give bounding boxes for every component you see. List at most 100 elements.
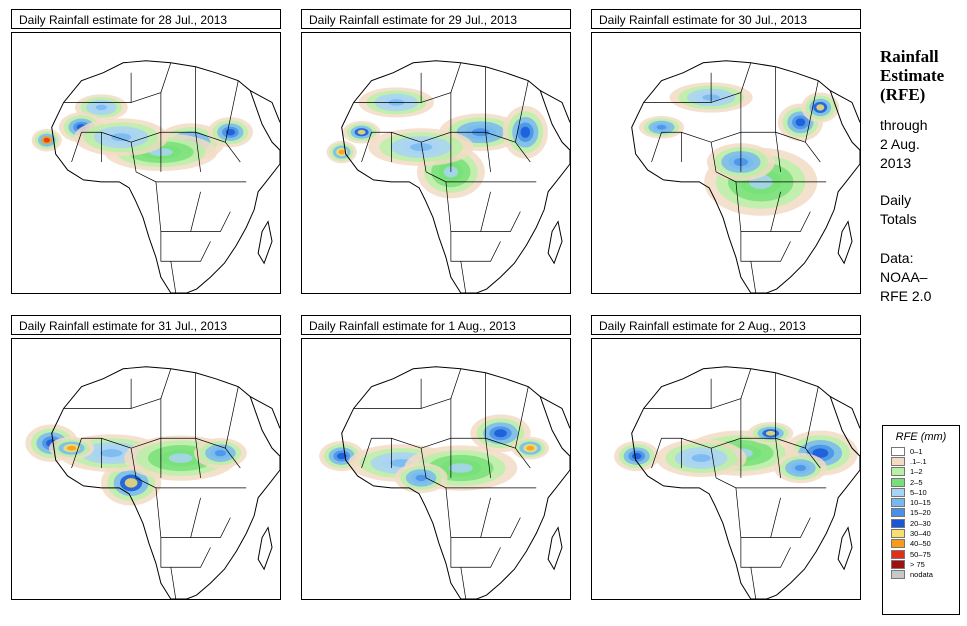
country-border: [515, 447, 531, 469]
legend-label: 5–10: [910, 487, 927, 497]
country-border: [420, 142, 427, 172]
rain-area: [526, 445, 535, 451]
country-border: [190, 517, 231, 538]
rain-area: [494, 429, 507, 438]
rainfall-map: [301, 32, 571, 294]
legend-label: > 75: [910, 559, 925, 569]
legend-label: 2–5: [910, 477, 923, 487]
country-border: [425, 171, 516, 183]
rainfall-map: [301, 338, 571, 600]
rainfall-map: [11, 32, 281, 294]
legend-label: 1–2: [910, 467, 923, 477]
legend-item: 10–15: [891, 497, 959, 508]
country-border: [450, 537, 501, 568]
rain-area: [816, 104, 825, 111]
legend-item: 40–50: [891, 539, 959, 549]
africa-map-svg: [631, 60, 860, 293]
legend-swatch: [891, 539, 905, 549]
country-border: [135, 171, 226, 183]
country-border: [480, 517, 521, 538]
data-label: Data:: [880, 250, 914, 266]
title-line: Rainfall: [880, 47, 939, 66]
panel-title: Daily Rainfall estimate for 29 Jul., 201…: [301, 9, 571, 29]
panel-title: Daily Rainfall estimate for 2 Aug., 2013: [591, 315, 861, 335]
legend-item: 5–10: [891, 487, 959, 497]
country-border: [131, 62, 172, 103]
legend-item: 50–75: [891, 549, 959, 559]
country-border: [711, 368, 752, 409]
country-border: [71, 132, 82, 163]
country-border: [420, 448, 427, 478]
africa-map-svg: [31, 60, 280, 293]
legend-item: > 75: [891, 559, 959, 569]
country-border: [160, 231, 211, 262]
country-border: [735, 487, 781, 538]
arabia-outline: [539, 90, 570, 123]
rain-area: [168, 453, 193, 463]
rain-area: [95, 104, 107, 111]
coastline: [51, 60, 280, 293]
rain-area: [448, 463, 473, 473]
coastline: [341, 366, 570, 599]
rain-area: [795, 118, 806, 127]
country-border: [361, 132, 372, 163]
legend-swatch: [891, 446, 905, 456]
rain-area: [631, 452, 642, 460]
country-border: [361, 438, 372, 469]
rain-area: [812, 448, 829, 458]
legend-label: 15–20: [910, 508, 931, 518]
country-border: [485, 438, 491, 478]
country-border: [735, 181, 781, 232]
rain-area: [656, 124, 667, 130]
legend-title: RFE (mm): [895, 431, 947, 443]
country-border: [643, 378, 712, 409]
country-border: [195, 132, 201, 172]
legend-item: 30–40: [891, 528, 959, 539]
legend-label: nodata: [910, 570, 933, 580]
map-panel-1-aug: Daily Rainfall estimate for 1 Aug., 2013: [301, 315, 573, 603]
legend-swatch: [891, 559, 905, 569]
country-border: [71, 438, 82, 469]
legend-swatch: [891, 487, 905, 497]
country-border: [425, 477, 516, 489]
country-border: [460, 567, 467, 599]
legend-label: 50–75: [910, 549, 931, 559]
rainfall-map: [591, 32, 861, 294]
country-border: [421, 368, 462, 409]
country-border: [460, 261, 467, 293]
madagascar-outline: [257, 220, 273, 265]
legend-label: 0–1: [910, 446, 923, 456]
legend-swatch: [891, 477, 905, 487]
country-border: [740, 231, 791, 262]
country-border: [225, 141, 241, 163]
title-line: Estimate: [880, 66, 945, 85]
africa-map-svg: [25, 366, 280, 599]
rain-area: [214, 449, 226, 457]
madagascar-outline: [257, 526, 273, 571]
country-border: [160, 372, 196, 439]
country-border: [131, 368, 172, 409]
country-border: [515, 141, 531, 163]
country-border: [160, 537, 211, 568]
rain-area: [111, 133, 132, 142]
through-text: through: [880, 117, 928, 133]
country-border: [651, 132, 662, 163]
country-border: [155, 487, 201, 538]
country-border: [770, 211, 811, 232]
coastline: [341, 60, 570, 293]
madagascar-outline: [837, 526, 853, 571]
arabia-outline: [249, 396, 280, 429]
rain-area: [100, 449, 123, 458]
country-border: [130, 448, 137, 478]
panel-title: Daily Rainfall estimate for 30 Jul., 201…: [591, 9, 861, 29]
country-border: [715, 477, 806, 489]
africa-map-svg: [614, 366, 860, 599]
source-text: NOAA–: [880, 269, 928, 285]
legend-swatch: [891, 467, 905, 477]
through-label: through 2 Aug. 2013: [880, 116, 927, 173]
country-border: [445, 487, 491, 538]
rain-area: [338, 149, 345, 155]
africa-map-svg: [326, 60, 570, 293]
legend-label: 30–40: [910, 529, 931, 539]
panel-title: Daily Rainfall estimate for 1 Aug., 2013: [301, 315, 571, 335]
